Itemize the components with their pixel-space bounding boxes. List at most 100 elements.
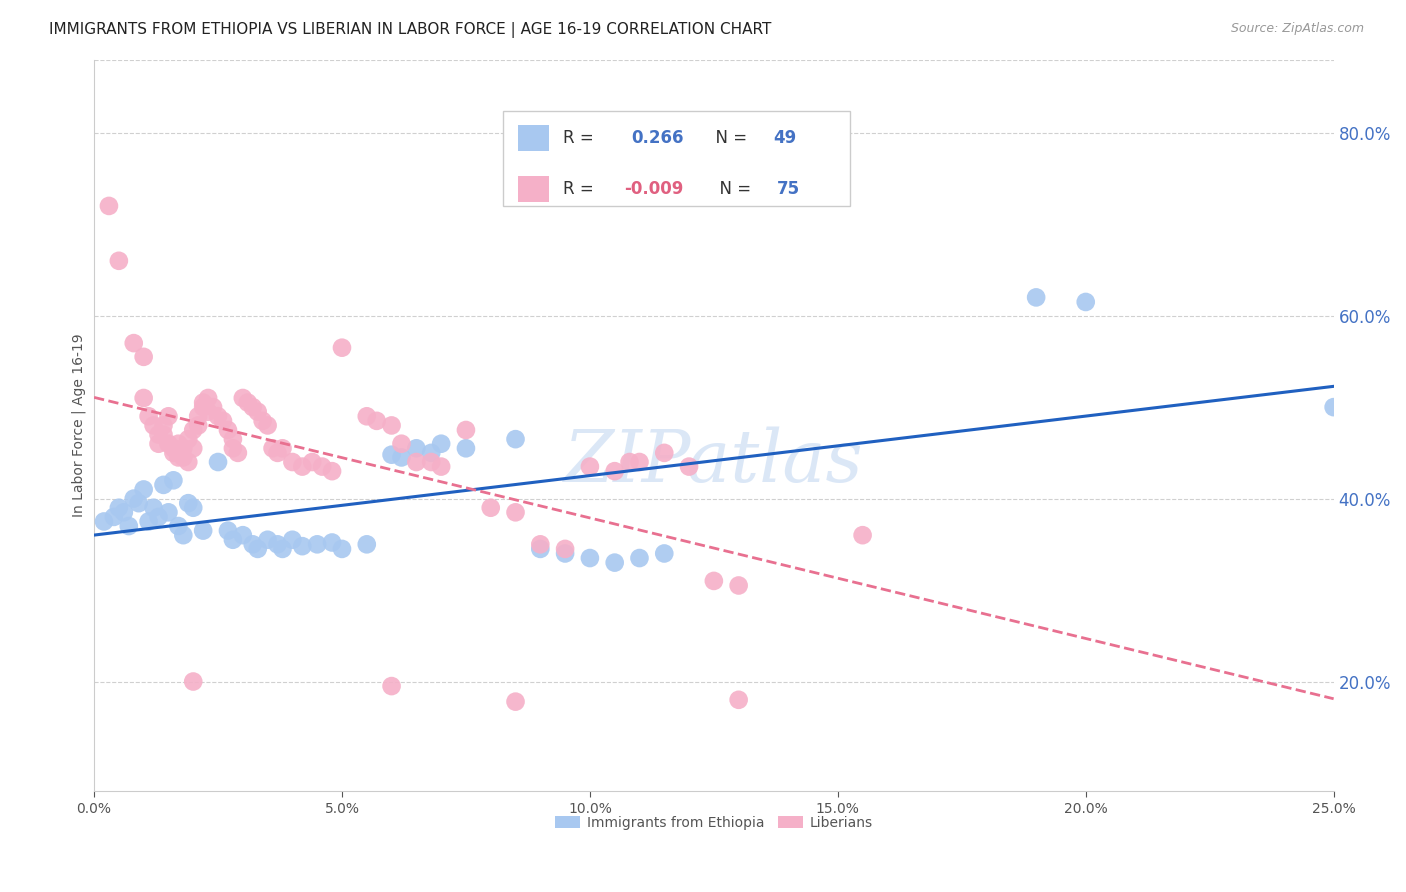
Point — [138, 515, 160, 529]
Point — [172, 528, 194, 542]
Text: IMMIGRANTS FROM ETHIOPIA VS LIBERIAN IN LABOR FORCE | AGE 16-19 CORRELATION CHAR: IMMIGRANTS FROM ETHIOPIA VS LIBERIAN IN … — [49, 22, 772, 38]
Point — [217, 524, 239, 538]
Point — [177, 496, 200, 510]
Point — [678, 459, 700, 474]
Point — [142, 500, 165, 515]
Point — [852, 528, 875, 542]
Point — [330, 341, 353, 355]
Point — [628, 551, 651, 566]
Point — [217, 423, 239, 437]
Text: R =: R = — [562, 128, 605, 147]
Point — [226, 446, 249, 460]
Point — [619, 455, 641, 469]
Point — [291, 459, 314, 474]
Point — [152, 478, 174, 492]
Point — [301, 455, 323, 469]
Point — [177, 432, 200, 446]
Point — [103, 509, 125, 524]
Point — [1025, 290, 1047, 304]
Point — [380, 448, 402, 462]
Text: 75: 75 — [778, 180, 800, 198]
Text: -0.009: -0.009 — [624, 180, 683, 198]
Point — [191, 524, 214, 538]
Point — [311, 459, 333, 474]
Point — [454, 423, 477, 437]
Point — [207, 455, 229, 469]
Point — [181, 423, 204, 437]
Text: N =: N = — [709, 180, 756, 198]
Point — [420, 455, 443, 469]
Point — [256, 533, 278, 547]
Point — [108, 500, 131, 515]
Point — [177, 455, 200, 469]
Point — [167, 519, 190, 533]
Point — [505, 695, 527, 709]
Point — [172, 450, 194, 465]
Point — [118, 519, 141, 533]
Point — [1074, 295, 1097, 310]
Point — [191, 400, 214, 414]
Point — [181, 500, 204, 515]
Legend: Immigrants from Ethiopia, Liberians: Immigrants from Ethiopia, Liberians — [550, 811, 879, 836]
Y-axis label: In Labor Force | Age 16-19: In Labor Force | Age 16-19 — [72, 334, 86, 517]
Point — [187, 409, 209, 424]
Point — [405, 455, 427, 469]
Bar — [517, 176, 548, 202]
Point — [479, 500, 502, 515]
Point — [152, 427, 174, 442]
Point — [505, 432, 527, 446]
Point — [148, 509, 170, 524]
Point — [197, 391, 219, 405]
Point — [97, 199, 120, 213]
Text: 0.266: 0.266 — [631, 128, 683, 147]
FancyBboxPatch shape — [503, 111, 851, 206]
Point — [122, 491, 145, 506]
Point — [405, 442, 427, 456]
Point — [652, 546, 675, 560]
Text: ZIPatlas: ZIPatlas — [564, 426, 863, 497]
Point — [162, 442, 184, 456]
Point — [281, 455, 304, 469]
Text: R =: R = — [562, 180, 599, 198]
Point — [330, 541, 353, 556]
Point — [256, 418, 278, 433]
Point — [454, 442, 477, 456]
Point — [112, 505, 135, 519]
Point — [242, 400, 264, 414]
Text: 49: 49 — [773, 128, 797, 147]
Point — [157, 505, 180, 519]
Point — [202, 400, 225, 414]
Point — [271, 541, 294, 556]
Point — [242, 537, 264, 551]
Point — [148, 427, 170, 442]
Point — [391, 450, 413, 465]
Point — [307, 537, 329, 551]
Point — [187, 418, 209, 433]
Point — [167, 450, 190, 465]
Point — [212, 414, 235, 428]
Point — [128, 496, 150, 510]
Point — [132, 483, 155, 497]
Point — [554, 541, 576, 556]
Point — [157, 436, 180, 450]
Point — [138, 409, 160, 424]
Point — [167, 436, 190, 450]
Point — [366, 414, 388, 428]
Point — [162, 473, 184, 487]
Point — [321, 535, 343, 549]
Point — [321, 464, 343, 478]
Point — [271, 442, 294, 456]
Point — [262, 442, 284, 456]
Point — [191, 395, 214, 409]
Point — [157, 409, 180, 424]
Point — [132, 391, 155, 405]
Point — [603, 464, 626, 478]
Point — [162, 446, 184, 460]
Point — [579, 551, 602, 566]
Point — [232, 391, 254, 405]
Point — [579, 459, 602, 474]
Bar — [517, 125, 548, 151]
Point — [603, 556, 626, 570]
Text: Source: ZipAtlas.com: Source: ZipAtlas.com — [1230, 22, 1364, 36]
Point — [222, 533, 245, 547]
